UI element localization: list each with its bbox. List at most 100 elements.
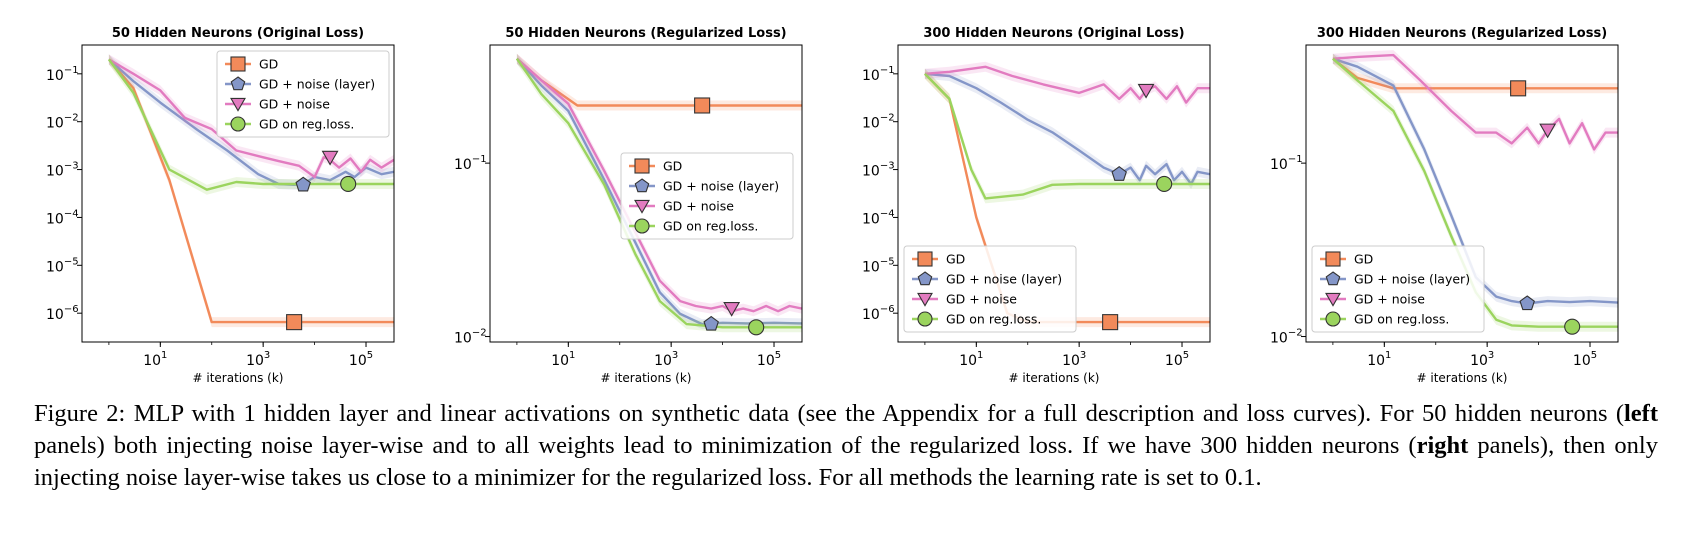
plot-area bbox=[107, 54, 394, 328]
legend-marker-gd-noise bbox=[634, 199, 650, 214]
legend-marker-gd bbox=[1325, 251, 1341, 267]
y-tick-label: 10−4 bbox=[862, 208, 895, 227]
chart-panel-1: 50 Hidden Neurons (Original Loss) 101 103 1… bbox=[46, 26, 395, 385]
caption-text-3: panels), then only injecting noise layer… bbox=[34, 432, 1658, 491]
marker-gd-noise bbox=[321, 150, 339, 166]
legend-marker-gd-noise bbox=[230, 97, 246, 112]
legend-marker-gd-noise-layer bbox=[1325, 271, 1341, 286]
chart-title: 50 Hidden Neurons (Original Loss) bbox=[112, 26, 364, 41]
y-tick-label: 10−5 bbox=[862, 256, 895, 275]
y-tick-label: 10−4 bbox=[46, 208, 79, 227]
y-tick-label: 10−2 bbox=[862, 113, 895, 132]
chart-title: 300 Hidden Neurons (Original Loss) bbox=[923, 26, 1184, 41]
y-tick-label: 10−1 bbox=[1270, 154, 1303, 173]
caption-text-2: panels) both injecting noise layer-wise … bbox=[34, 432, 1417, 459]
chart-title: 50 Hidden Neurons (Regularized Loss) bbox=[505, 26, 786, 41]
legend-label: GD on reg.loss. bbox=[259, 117, 354, 132]
legend: GD GD + noise (layer) GD + noise GD on reg.… bbox=[216, 50, 390, 138]
chart-panel-3: 300 Hidden Neurons (Original Loss) 101 103… bbox=[862, 26, 1211, 385]
x-axis-label: # iterations (k) bbox=[601, 371, 692, 385]
figure-caption: Figure 2: MLP with 1 hidden layer and li… bbox=[34, 398, 1658, 494]
y-tick-label: 10−3 bbox=[862, 161, 895, 180]
legend-label: GD + noise (layer) bbox=[663, 179, 779, 194]
x-tick-label: 103 bbox=[654, 350, 678, 369]
x-tick-label: 103 bbox=[1470, 350, 1494, 369]
legend-marker-gd-noise-layer bbox=[230, 76, 246, 91]
legend-box bbox=[903, 245, 1077, 333]
legend-marker-gd-noise bbox=[917, 292, 933, 307]
legend-box bbox=[620, 152, 794, 240]
legend: GD GD + noise (layer) GD + noise GD on reg.… bbox=[620, 152, 794, 240]
marker-gd-noise bbox=[723, 302, 741, 317]
x-tick-label: 105 bbox=[757, 350, 781, 369]
y-tick-label: 10−1 bbox=[46, 65, 79, 84]
legend-label: GD + noise bbox=[946, 292, 1017, 307]
x-tick-label: 105 bbox=[1165, 350, 1189, 369]
legend-marker-gd-on-reg-loss bbox=[1325, 311, 1341, 327]
x-tick-label: 103 bbox=[246, 350, 270, 369]
legend-marker-gd bbox=[917, 251, 933, 267]
line-gd-noise-layer bbox=[1332, 57, 1618, 305]
caption-bold-right: right bbox=[1416, 432, 1469, 459]
legend-marker-gd-noise-layer bbox=[634, 178, 650, 193]
line-gd-noise bbox=[1332, 53, 1618, 151]
legend-label: GD + noise bbox=[663, 199, 734, 214]
legend-marker-gd-on-reg-loss bbox=[917, 311, 933, 327]
marker-gd-noise-layer bbox=[1519, 295, 1535, 311]
x-tick-label: 105 bbox=[349, 350, 373, 369]
figure-panels: 50 Hidden Neurons (Original Loss) 101 103 1… bbox=[46, 26, 1619, 385]
y-tick-label: 10−1 bbox=[454, 154, 487, 173]
band-gd-noise bbox=[108, 54, 394, 182]
line-gd-noise bbox=[924, 65, 1210, 104]
marker-gd-noise-layer bbox=[295, 176, 311, 192]
line-gd-noise-layer bbox=[924, 72, 1210, 186]
legend-label: GD on reg.loss. bbox=[946, 312, 1041, 327]
line-gd-noise bbox=[108, 58, 394, 179]
band-gd-on-reg-loss bbox=[1332, 53, 1618, 332]
chart-panel-4: 300 Hidden Neurons (Regularized Loss) 101… bbox=[1270, 26, 1619, 385]
figure-label: Figure 2: bbox=[34, 400, 126, 427]
legend: GD GD + noise (layer) GD + noise GD on reg.… bbox=[1311, 245, 1485, 333]
legend-label: GD on reg.loss. bbox=[663, 219, 758, 234]
band-gd-noise bbox=[516, 53, 802, 317]
y-tick-label: 10−2 bbox=[454, 328, 487, 347]
chart-panel-2: 50 Hidden Neurons (Regularized Loss) 101 1… bbox=[454, 26, 803, 385]
legend-marker-gd-noise bbox=[1325, 292, 1341, 307]
axes-frame bbox=[1305, 44, 1619, 343]
x-tick-label: 101 bbox=[551, 350, 575, 369]
marker-gd-noise bbox=[1137, 83, 1155, 99]
x-axis-label: # iterations (k) bbox=[193, 371, 284, 385]
axes-frame bbox=[489, 44, 803, 343]
marker-gd bbox=[1102, 314, 1119, 331]
y-tick-label: 10−6 bbox=[46, 304, 79, 323]
legend-label: GD on reg.loss. bbox=[1354, 312, 1449, 327]
legend-label: GD bbox=[259, 57, 278, 72]
y-tick-label: 10−5 bbox=[46, 256, 79, 275]
x-tick-label: 101 bbox=[959, 350, 983, 369]
legend-label: GD + noise (layer) bbox=[259, 77, 375, 92]
marker-gd-on-reg-loss bbox=[748, 319, 765, 336]
legend-marker-gd-noise-layer bbox=[917, 271, 933, 286]
legend-marker-gd bbox=[230, 56, 246, 72]
chart-title: 300 Hidden Neurons (Regularized Loss) bbox=[1317, 26, 1607, 41]
marker-gd bbox=[694, 97, 711, 114]
x-tick-label: 101 bbox=[1367, 350, 1391, 369]
legend-marker-gd bbox=[634, 158, 650, 174]
band-gd-noise bbox=[1332, 50, 1618, 155]
marker-gd-on-reg-loss bbox=[1564, 318, 1581, 335]
line-gd bbox=[1332, 57, 1618, 90]
caption-bold-left: left bbox=[1623, 400, 1658, 427]
caption-text-1: MLP with 1 hidden layer and linear activ… bbox=[125, 400, 1624, 427]
legend-box bbox=[216, 50, 390, 138]
y-tick-label: 10−2 bbox=[1270, 328, 1303, 347]
legend-label: GD bbox=[663, 159, 682, 174]
axes-frame bbox=[81, 44, 395, 343]
legend-label: GD bbox=[1354, 252, 1373, 267]
legend-label: GD + noise bbox=[259, 97, 330, 112]
x-tick-label: 105 bbox=[1573, 350, 1597, 369]
y-tick-label: 10−2 bbox=[46, 113, 79, 132]
marker-gd-noise-layer bbox=[1111, 166, 1127, 181]
legend-label: GD + noise (layer) bbox=[946, 272, 1062, 287]
marker-gd-on-reg-loss bbox=[1156, 175, 1173, 193]
line-gd-noise bbox=[516, 57, 802, 313]
